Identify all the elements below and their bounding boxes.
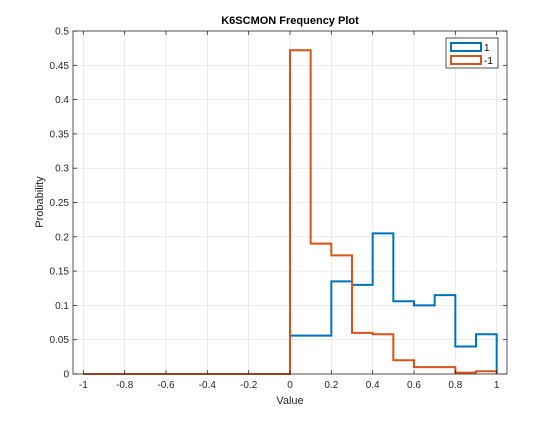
y-axis-label: Probability xyxy=(34,176,46,228)
chart-title: K6SCMON Frequency Plot xyxy=(221,15,359,27)
y-tick-label: 0.4 xyxy=(55,95,69,106)
ticks xyxy=(73,30,507,375)
histogram-bin xyxy=(435,367,456,374)
x-tick-labels: -1 -0.8 -0.6 -0.4 -0.2 0 0.2 0.4 0.6 0.8 1 xyxy=(79,380,500,391)
x-tick-label: 1 xyxy=(494,380,500,391)
y-tick-label: 0.1 xyxy=(55,301,69,312)
x-tick-label: 0 xyxy=(287,380,293,391)
y-tick-label: 0.35 xyxy=(50,129,70,140)
y-tick-label: 0.05 xyxy=(50,335,70,346)
y-tick-label: 0.45 xyxy=(50,61,70,72)
x-tick-label: 0.2 xyxy=(324,380,338,391)
histogram-bin xyxy=(476,334,497,374)
histogram-bin xyxy=(414,305,435,374)
histogram-bin xyxy=(311,244,332,374)
legend-swatch-series-1 xyxy=(450,42,482,52)
x-tick-label: 0.6 xyxy=(407,380,421,391)
histogram-bin xyxy=(393,360,414,374)
y-tick-label: 0.2 xyxy=(55,232,69,243)
x-tick-label: -0.2 xyxy=(240,380,258,391)
y-tick-label: 0.25 xyxy=(50,198,70,209)
histogram-bin xyxy=(476,371,497,374)
histogram-bin xyxy=(352,333,373,374)
histogram-bin xyxy=(373,334,394,374)
legend-swatch-series-2 xyxy=(450,55,482,65)
x-tick-label: -0.4 xyxy=(199,380,217,391)
y-tick-label: 0.3 xyxy=(55,164,69,175)
x-tick-label: 0.4 xyxy=(366,380,380,391)
y-tick-label: 0.5 xyxy=(55,27,69,38)
x-tick-label: -0.8 xyxy=(116,380,134,391)
histogram-bin xyxy=(331,255,352,374)
y-tick-labels: 0 0.05 0.1 0.15 0.2 0.25 0.3 0.35 0.4 0.45 0.5 xyxy=(50,27,70,381)
legend: 1 -1 xyxy=(445,37,499,69)
legend-label-series-2: -1 xyxy=(484,56,493,67)
y-tick-label: 0 xyxy=(63,370,69,381)
x-tick-label: 0.8 xyxy=(448,380,462,391)
legend-label-series-1: 1 xyxy=(484,43,490,54)
histogram-bin xyxy=(414,367,435,374)
x-axis-label: Value xyxy=(276,395,303,407)
histogram-bin xyxy=(455,347,476,374)
y-tick-label: 0.15 xyxy=(50,267,70,278)
histogram-bin xyxy=(290,50,311,374)
x-tick-label: -0.6 xyxy=(157,380,175,391)
x-tick-label: -1 xyxy=(79,380,88,391)
histogram-bin xyxy=(435,295,456,374)
